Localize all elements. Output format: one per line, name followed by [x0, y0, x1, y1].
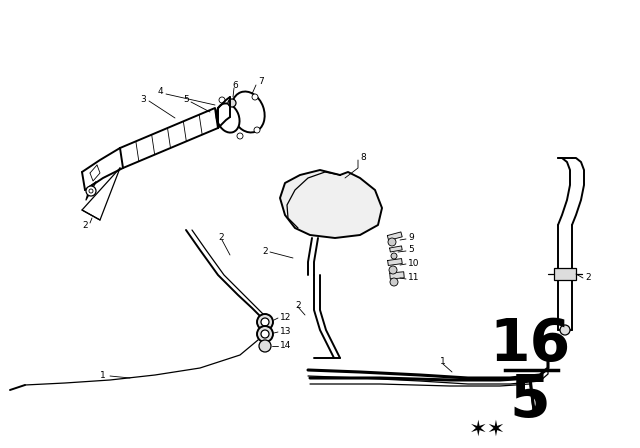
- Text: 14: 14: [280, 341, 291, 350]
- Text: 2: 2: [218, 233, 223, 242]
- Text: 5: 5: [183, 95, 189, 104]
- Circle shape: [254, 127, 260, 133]
- Polygon shape: [390, 246, 402, 252]
- Text: 8: 8: [360, 154, 365, 163]
- Text: 7: 7: [258, 78, 264, 86]
- Circle shape: [261, 318, 269, 326]
- Text: 9: 9: [408, 233, 413, 242]
- Circle shape: [389, 266, 397, 274]
- Circle shape: [259, 340, 271, 352]
- Polygon shape: [390, 272, 404, 279]
- Polygon shape: [387, 232, 402, 241]
- Text: 13: 13: [280, 327, 291, 336]
- Circle shape: [388, 238, 396, 246]
- Text: 3: 3: [140, 95, 146, 104]
- Text: 16: 16: [490, 316, 571, 374]
- Circle shape: [237, 133, 243, 139]
- Text: 5: 5: [408, 246, 413, 254]
- Circle shape: [261, 330, 269, 338]
- Circle shape: [252, 94, 258, 100]
- Text: 11: 11: [408, 273, 419, 283]
- Polygon shape: [388, 258, 402, 266]
- Circle shape: [219, 97, 225, 103]
- Ellipse shape: [216, 103, 239, 133]
- Text: 6: 6: [232, 81, 237, 90]
- Text: 2: 2: [82, 220, 88, 229]
- Text: 12: 12: [280, 314, 291, 323]
- Text: 5: 5: [509, 371, 550, 428]
- Circle shape: [391, 253, 397, 259]
- Circle shape: [89, 189, 93, 193]
- Text: 10: 10: [408, 258, 419, 267]
- Text: 2: 2: [295, 301, 301, 310]
- Text: 4: 4: [158, 87, 164, 96]
- Text: ✶✶: ✶✶: [469, 420, 507, 440]
- Circle shape: [257, 314, 273, 330]
- Circle shape: [257, 326, 273, 342]
- Ellipse shape: [231, 91, 265, 133]
- Text: 1: 1: [100, 370, 106, 379]
- Text: 1: 1: [440, 358, 445, 366]
- Text: 2: 2: [262, 247, 268, 257]
- Circle shape: [86, 186, 96, 196]
- Circle shape: [228, 99, 236, 107]
- Circle shape: [390, 278, 398, 286]
- Circle shape: [560, 325, 570, 335]
- Polygon shape: [280, 170, 382, 238]
- Bar: [554, 268, 576, 280]
- Text: 2: 2: [585, 273, 591, 283]
